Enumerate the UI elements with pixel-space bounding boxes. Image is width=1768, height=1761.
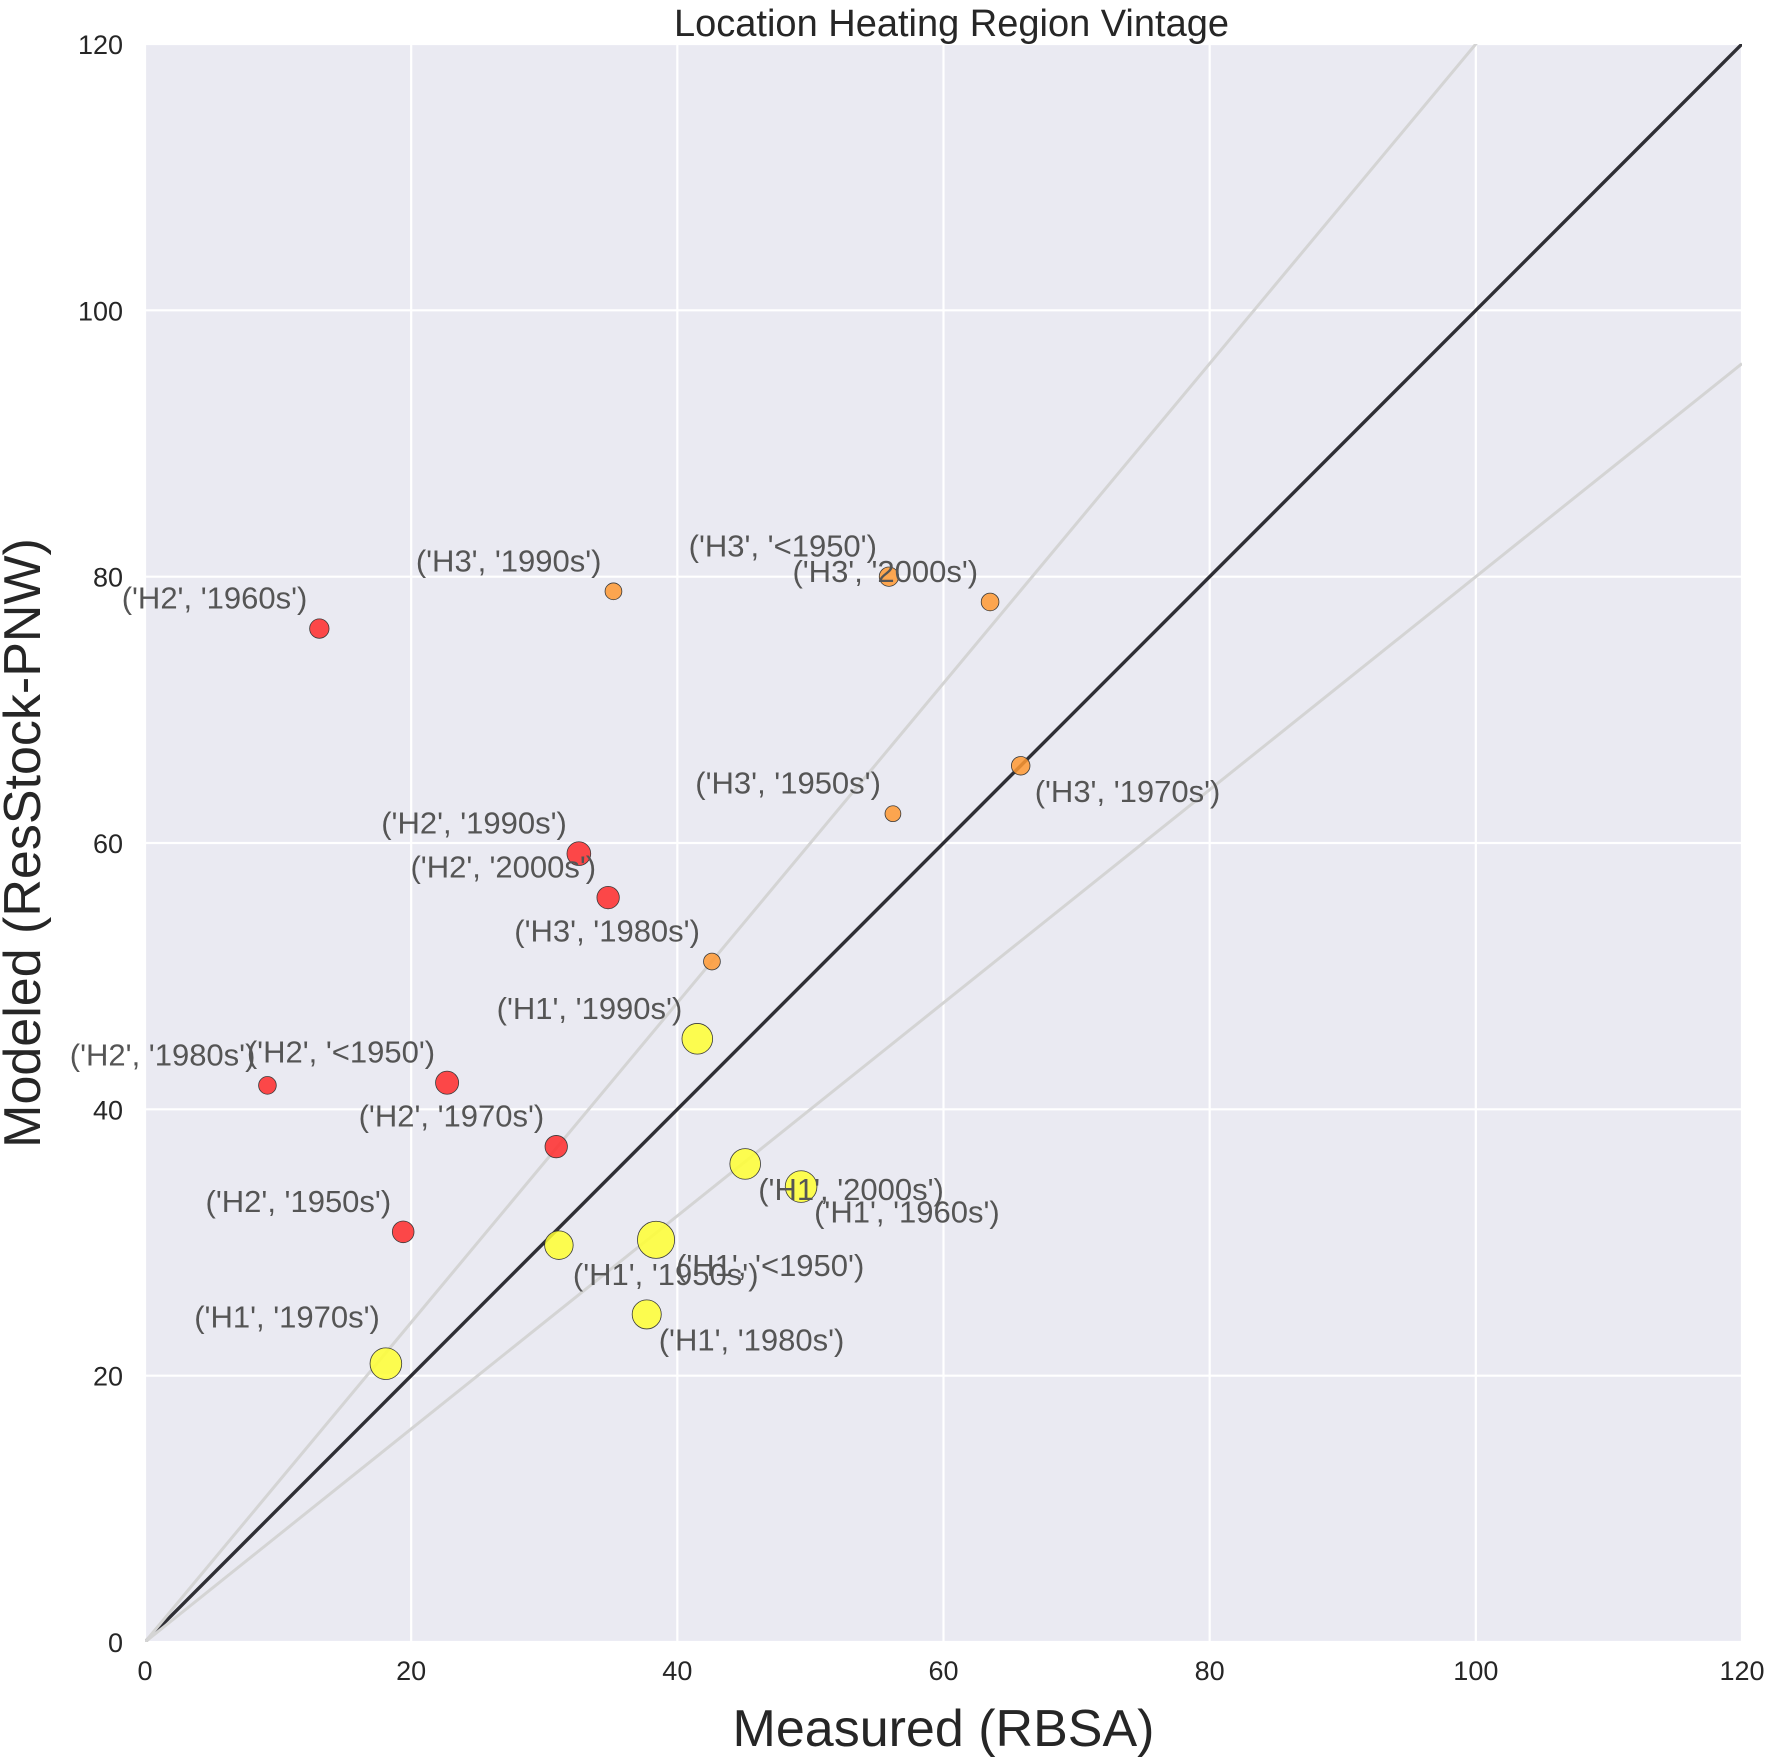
x-tick-label: 60 xyxy=(928,1656,958,1686)
point-label: ('H2', '1960s') xyxy=(122,581,308,616)
data-point xyxy=(566,841,592,866)
data-point xyxy=(729,1148,761,1180)
x-tick-label: 20 xyxy=(396,1656,426,1686)
point-label: ('H2', '1990s') xyxy=(381,806,567,841)
data-point xyxy=(637,1220,676,1259)
x-axis-title: Measured (RBSA) xyxy=(733,1700,1155,1758)
chart-title: Location Heating Region Vintage xyxy=(674,3,1229,45)
data-point xyxy=(435,1070,460,1095)
point-label: ('H2', '2000s') xyxy=(410,850,596,885)
point-label: ('H1', '1980s') xyxy=(659,1322,845,1357)
identity-line xyxy=(145,44,1742,1642)
x-tick-label: 100 xyxy=(1453,1656,1498,1686)
y-tick-label: 0 xyxy=(108,1628,123,1658)
y-tick-label: 120 xyxy=(78,30,123,60)
data-point xyxy=(631,1299,662,1330)
lower-band-line xyxy=(145,362,1742,1642)
point-labels: ('H1', '1970s') ('H1', '1950s')('H1', '<1… xyxy=(70,529,1221,1358)
y-tick-label: 60 xyxy=(93,829,123,859)
point-label: ('H3', '1980s') xyxy=(514,914,700,949)
x-tick-label: 0 xyxy=(137,1656,152,1686)
data-point xyxy=(878,566,900,587)
data-point xyxy=(369,1347,403,1380)
data-point xyxy=(544,1230,574,1260)
upper-band-line xyxy=(145,44,1478,1642)
data-point xyxy=(681,1023,714,1055)
y-tick-label: 20 xyxy=(93,1362,123,1392)
x-tick-label: 40 xyxy=(662,1656,692,1686)
point-label: ('H1', '2000s') xyxy=(758,1172,944,1207)
point-label: ('H1', '<1950') xyxy=(676,1248,864,1283)
data-point xyxy=(604,582,623,601)
data-point xyxy=(703,952,721,971)
data-point xyxy=(258,1076,277,1095)
y-tick-label: 80 xyxy=(93,563,123,593)
x-tick-label: 80 xyxy=(1195,1656,1225,1686)
point-label: ('H2', '<1950') xyxy=(247,1035,435,1070)
y-tick-label: 100 xyxy=(78,296,123,326)
point-label: ('H2', '1980s') xyxy=(70,1037,256,1072)
y-tick-label: 40 xyxy=(93,1095,123,1125)
point-label: ('H3', '2000s') xyxy=(792,554,978,589)
data-point xyxy=(980,592,1000,612)
data-point xyxy=(391,1220,415,1244)
data-point xyxy=(884,805,902,823)
tick-labels: 0 20 40 60 80 100 120 0 20 40 60 80 100 120 xyxy=(78,30,1765,1686)
point-label: ('H3', '1990s') xyxy=(416,543,602,578)
point-label: ('H3', '1950s') xyxy=(695,766,881,801)
point-label: ('H1', '1960s') xyxy=(814,1195,1000,1230)
data-point xyxy=(309,618,330,639)
data-points xyxy=(258,566,1031,1380)
point-label: ('H1', '1970s') xyxy=(194,1300,380,1335)
point-label: ('H2', '1950s') xyxy=(206,1184,392,1219)
data-point xyxy=(596,885,620,910)
x-tick-label: 120 xyxy=(1719,1656,1764,1686)
data-point xyxy=(544,1135,568,1159)
point-label: ('H3', '1970s') xyxy=(1035,774,1221,809)
data-point xyxy=(784,1170,818,1203)
point-label: ('H3', '<1950') xyxy=(689,529,877,564)
point-label: ('H2', '1970s') xyxy=(359,1099,545,1134)
point-label: ('H1', '1950s') xyxy=(573,1257,759,1292)
data-point xyxy=(1011,756,1031,776)
y-axis-title: Modeled (ResStock-PNW) xyxy=(0,538,52,1148)
point-label: ('H1', '1990s') xyxy=(497,991,683,1026)
reference-lines xyxy=(145,44,1742,1642)
